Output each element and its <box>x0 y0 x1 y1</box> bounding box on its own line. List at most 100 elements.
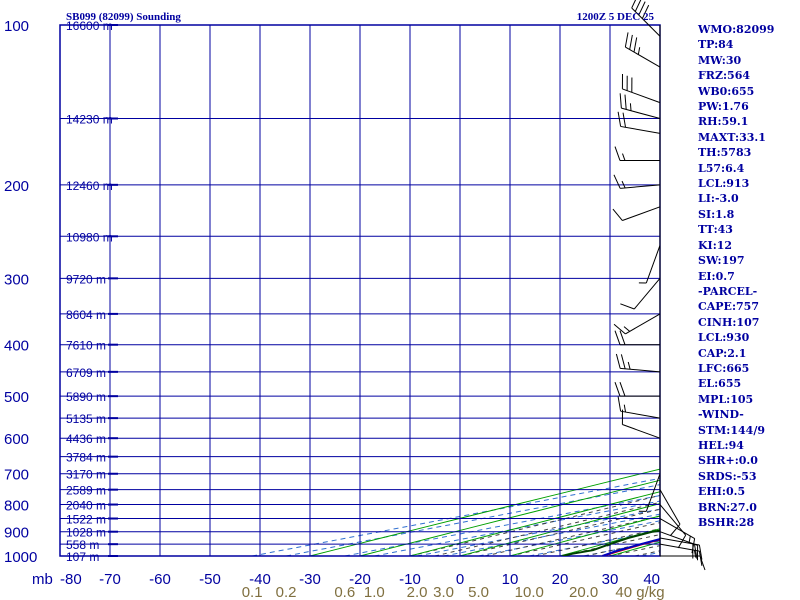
mixing-ratio-label-5: 3.0 <box>433 584 454 600</box>
mixing-ratio-label-1: 0.2 <box>276 584 297 600</box>
temp-tick-label-2: -60 <box>149 571 171 588</box>
stat-item: MW:30 <box>698 53 742 67</box>
pressure-tick-label-3: 400 <box>4 338 29 355</box>
stat-item: STM:144/9 <box>698 423 765 437</box>
stat-item: L57:6.4 <box>698 161 745 175</box>
stat-item: HEL:94 <box>698 438 744 452</box>
stat-item: SRDS:-53 <box>698 469 757 483</box>
height-label-18: 107 m <box>66 550 99 564</box>
stat-item: CINH:107 <box>698 315 760 329</box>
mixing-ratio-line-4 <box>417 508 660 556</box>
height-label-4: 9720 m <box>66 272 106 286</box>
wind-barb-16 <box>638 473 661 512</box>
temp-tick-label-1: -70 <box>99 571 121 588</box>
sounding-datetime: 1200Z 5 DEC 25 <box>577 11 655 23</box>
temp-tick-label-5: -30 <box>299 571 321 588</box>
pressure-tick-label-4: 500 <box>4 389 29 406</box>
temp-tick-label-6: -20 <box>349 571 371 588</box>
wind-barb-3 <box>619 93 661 119</box>
height-label-15: 1522 m <box>66 513 106 527</box>
stat-item: RH:59.1 <box>698 115 749 129</box>
stat-item: WB0:655 <box>698 84 755 98</box>
wind-barb-7 <box>612 206 661 221</box>
wind-barb-23 <box>660 555 706 571</box>
stat-item: SHR+:0.0 <box>698 454 758 468</box>
height-label-10: 4436 m <box>66 432 106 446</box>
wind-barb-0 <box>631 0 661 37</box>
height-label-9: 5135 m <box>66 412 106 426</box>
height-label-16: 1028 m <box>66 526 106 540</box>
temp-tick-label-10: 20 <box>552 571 569 588</box>
station-title: SB099 (82099) Sounding <box>66 11 181 23</box>
stat-item: LFC:665 <box>698 361 750 375</box>
mixing-ratio-line-0 <box>252 477 660 556</box>
height-label-14: 2040 m <box>66 499 106 513</box>
stat-item: PW:1.76 <box>698 100 749 114</box>
wind-barb-2 <box>621 74 661 104</box>
stat-item: WMO:82099 <box>698 23 775 36</box>
wind-barb-22 <box>659 543 703 566</box>
temp-tick-label-12: 40 <box>643 571 660 588</box>
pressure-tick-label-9: 1000 <box>4 549 37 566</box>
stat-item: EL:655 <box>698 377 742 391</box>
pressure-tick-label-0: 100 <box>4 18 29 35</box>
mixing-ratio-line-7 <box>529 529 660 556</box>
wind-barb-1 <box>624 32 661 68</box>
pressure-tick-label-8: 900 <box>4 525 29 542</box>
temp-tick-label-11: 30 <box>602 571 619 588</box>
wind-barb-9 <box>620 278 661 310</box>
height-label-0: 16600 m <box>66 19 113 33</box>
height-label-1: 14230 m <box>66 113 113 127</box>
mixing-ratio-label-6: 5.0 <box>468 584 489 600</box>
stat-item: MAXT:33.1 <box>698 130 766 144</box>
mixing-ratio-label-4: 2.0 <box>407 584 428 600</box>
stat-item: CAP:2.1 <box>698 346 747 360</box>
temp-tick-label-7: -10 <box>399 571 421 588</box>
pressure-tick-label-5: 600 <box>4 431 29 448</box>
mixing-ratio-label-2: 0.6 <box>334 584 355 600</box>
stat-item: TT:43 <box>698 223 733 237</box>
wind-barb-15 <box>621 409 661 439</box>
stat-item: KI:12 <box>698 238 733 252</box>
stat-item: CAPE:757 <box>698 300 759 314</box>
mixing-ratio-label-0: 0.1 <box>242 584 263 600</box>
stat-item: BSHR:28 <box>698 516 755 529</box>
temp-tick-label-9: 10 <box>502 571 519 588</box>
stat-item: TP:84 <box>698 38 734 52</box>
stat-item: -WIND- <box>698 408 744 422</box>
pressure-unit-label: mb <box>32 571 53 588</box>
pressure-tick-label-7: 800 <box>4 498 29 515</box>
temp-tick-label-8: 0 <box>456 571 464 588</box>
stats-panel: WMO:82099 TP:84 MW:30 FRZ:564 WB0:655 PW:1.76… <box>698 22 774 530</box>
height-label-7: 6709 m <box>66 366 106 380</box>
height-label-12: 3170 m <box>66 468 106 482</box>
wind-barb-14 <box>617 396 661 419</box>
stat-item: BRN:27.0 <box>698 500 757 514</box>
wind-barb-19 <box>659 518 696 554</box>
height-label-3: 10980 m <box>66 230 113 244</box>
mixing-ratio-label-3: 1.0 <box>364 584 385 600</box>
temp-tick-label-4: -40 <box>249 571 271 588</box>
pressure-tick-label-1: 200 <box>4 178 29 195</box>
height-label-11: 3784 m <box>66 451 106 465</box>
stat-item: LI:-3.0 <box>698 192 739 206</box>
stat-item: TH:5783 <box>698 146 752 160</box>
height-label-13: 2589 m <box>66 484 106 498</box>
stat-item: SW:197 <box>698 254 745 268</box>
wind-barb-4 <box>617 111 661 134</box>
height-label-2: 12460 m <box>66 179 113 193</box>
wind-barb-5 <box>614 146 660 162</box>
wind-barb-13 <box>614 381 660 397</box>
isobar-isotherm-grid <box>59 24 661 557</box>
wind-barb-12 <box>615 353 661 373</box>
pressure-tick-label-6: 700 <box>4 467 29 484</box>
height-label-17: 558 m <box>66 538 99 552</box>
height-label-8: 5890 m <box>66 390 106 404</box>
mixing-ratio-label-7: 10.0 <box>515 584 544 600</box>
wind-barb-8 <box>638 245 661 284</box>
wind-barb-6 <box>613 174 661 189</box>
stat-item: LCL:930 <box>698 331 750 345</box>
stat-item: EHI:0.5 <box>698 485 746 499</box>
